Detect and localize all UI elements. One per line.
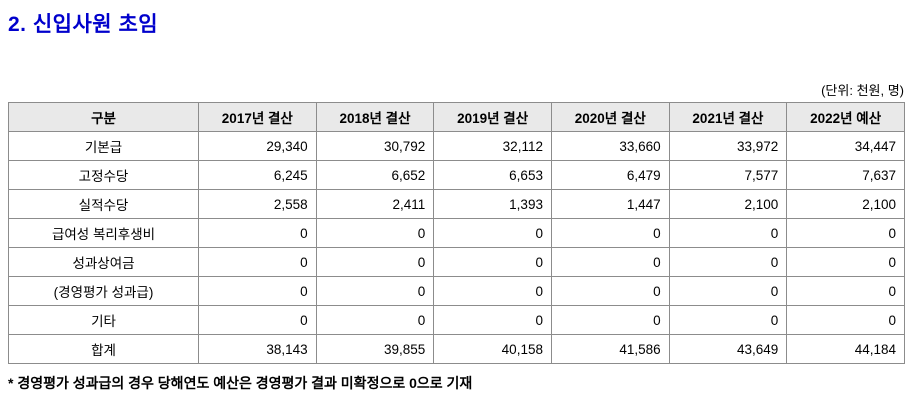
row-value: 0 — [668, 218, 788, 248]
row-label: (경영평가 성과급) — [8, 276, 199, 306]
row-value: 32,112 — [433, 131, 552, 161]
row-value: 0 — [315, 276, 435, 306]
row-value: 33,972 — [668, 131, 788, 161]
row-value: 0 — [550, 305, 670, 335]
row-value: 29,340 — [198, 131, 317, 161]
row-value: 0 — [198, 276, 317, 306]
row-value: 7,577 — [668, 160, 788, 190]
row-value: 0 — [550, 218, 670, 248]
table-row: 기타 0 0 0 0 0 0 — [8, 305, 905, 335]
table-row: (경영평가 성과급) 0 0 0 0 0 0 — [8, 276, 905, 306]
row-value: 0 — [786, 305, 905, 335]
row-label: 급여성 복리후생비 — [8, 218, 199, 248]
column-header-year: 2017년 결산 — [198, 102, 317, 132]
row-value: 33,660 — [550, 131, 670, 161]
row-value: 0 — [198, 247, 317, 277]
table-row: 합계 38,143 39,855 40,158 41,586 43,649 44,184 — [8, 334, 905, 364]
row-value: 0 — [433, 218, 552, 248]
table-row: 고정수당 6,245 6,652 6,653 6,479 7,577 7,637 — [8, 160, 905, 190]
table-row: 성과상여금 0 0 0 0 0 0 — [8, 247, 905, 277]
column-header-year: 2022년 예산 — [786, 102, 905, 132]
row-label: 실적수당 — [8, 189, 199, 219]
row-label: 기타 — [8, 305, 199, 335]
row-value: 0 — [786, 218, 905, 248]
row-value: 0 — [786, 276, 905, 306]
row-value: 34,447 — [786, 131, 905, 161]
row-value: 41,586 — [550, 334, 670, 364]
row-label: 기본급 — [8, 131, 199, 161]
row-value: 2,100 — [786, 189, 905, 219]
row-value: 0 — [315, 247, 435, 277]
row-value: 2,100 — [668, 189, 788, 219]
column-header-year: 2020년 결산 — [550, 102, 670, 132]
row-value: 0 — [433, 276, 552, 306]
row-value: 1,393 — [433, 189, 552, 219]
footnote: * 경영평가 성과급의 경우 당해연도 예산은 경영평가 결과 미확정으로 0으… — [8, 375, 473, 391]
row-value: 0 — [315, 305, 435, 335]
row-value: 0 — [315, 218, 435, 248]
row-value: 30,792 — [315, 131, 435, 161]
row-value: 1,447 — [550, 189, 670, 219]
row-value: 0 — [433, 247, 552, 277]
row-value: 39,855 — [315, 334, 435, 364]
row-value: 6,479 — [550, 160, 670, 190]
table-header-row: 구분 2017년 결산 2018년 결산 2019년 결산 2020년 결산 2021년 … — [8, 102, 905, 132]
column-header-year: 2021년 결산 — [668, 102, 788, 132]
row-value: 2,558 — [198, 189, 317, 219]
column-header-year: 2018년 결산 — [315, 102, 435, 132]
row-value: 0 — [668, 247, 788, 277]
salary-table: 구분 2017년 결산 2018년 결산 2019년 결산 2020년 결산 2021년 … — [8, 102, 905, 364]
row-value: 0 — [550, 276, 670, 306]
row-value: 0 — [433, 305, 552, 335]
table-row: 급여성 복리후생비 0 0 0 0 0 0 — [8, 218, 905, 248]
row-value: 6,653 — [433, 160, 552, 190]
row-label: 고정수당 — [8, 160, 199, 190]
row-value: 0 — [668, 276, 788, 306]
row-label: 성과상여금 — [8, 247, 199, 277]
row-value: 43,649 — [668, 334, 788, 364]
row-value: 0 — [668, 305, 788, 335]
row-value: 38,143 — [198, 334, 317, 364]
row-value: 6,652 — [315, 160, 435, 190]
page-title: 2. 신입사원 초임 — [8, 13, 159, 36]
row-value: 0 — [550, 247, 670, 277]
table-body: 기본급 29,340 30,792 32,112 33,660 33,972 34,447 고… — [8, 131, 905, 364]
unit-note: (단위: 천원, 명) — [821, 83, 904, 98]
row-value: 2,411 — [315, 189, 435, 219]
column-header-category: 구분 — [8, 102, 199, 132]
row-value: 0 — [198, 218, 317, 248]
table-row: 기본급 29,340 30,792 32,112 33,660 33,972 34,447 — [8, 131, 905, 161]
row-label: 합계 — [8, 334, 199, 364]
table-row: 실적수당 2,558 2,411 1,393 1,447 2,100 2,100 — [8, 189, 905, 219]
row-value: 40,158 — [433, 334, 552, 364]
row-value: 6,245 — [198, 160, 317, 190]
row-value: 44,184 — [786, 334, 905, 364]
row-value: 7,637 — [786, 160, 905, 190]
column-header-year: 2019년 결산 — [433, 102, 552, 132]
row-value: 0 — [786, 247, 905, 277]
row-value: 0 — [198, 305, 317, 335]
